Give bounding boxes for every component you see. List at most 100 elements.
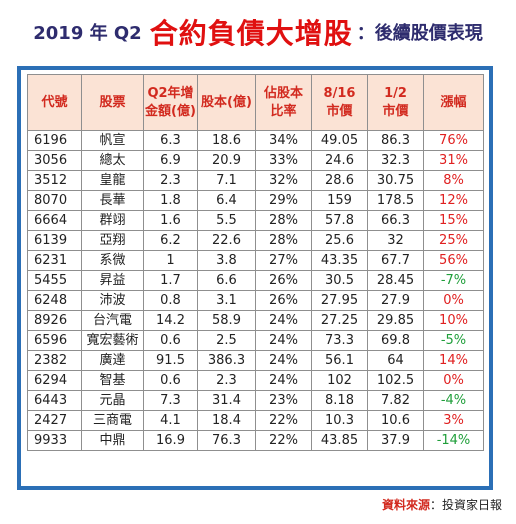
cell-col-code: 2427 xyxy=(27,410,82,431)
cell-col-change: 25% xyxy=(423,230,484,251)
cell-col-stock: 昇益 xyxy=(81,270,144,291)
cell-col-price-0102: 64 xyxy=(367,350,424,371)
cell-col-capital: 31.4 xyxy=(197,390,256,411)
cell-col-q2-increase: 16.9 xyxy=(143,430,198,451)
cell-col-change: 15% xyxy=(423,210,484,231)
table-row: 6139 亞翔 6.2 22.6 28% 25.6 32 25% xyxy=(27,230,484,251)
cell-col-price-0102: 28.45 xyxy=(367,270,424,291)
cell-col-code: 6196 xyxy=(27,130,82,151)
cell-col-capital: 20.9 xyxy=(197,150,256,171)
cell-col-capital: 58.9 xyxy=(197,310,256,331)
cell-col-ratio: 22% xyxy=(255,410,312,431)
cell-col-price-0816: 43.85 xyxy=(311,430,368,451)
header-col-price-0102: 1/2 市價 xyxy=(367,74,424,131)
title-prefix: 2019 年 Q2 xyxy=(33,23,142,44)
cell-col-change: -4% xyxy=(423,390,484,411)
cell-col-price-0816: 10.3 xyxy=(311,410,368,431)
cell-col-price-0816: 30.5 xyxy=(311,270,368,291)
cell-col-code: 8926 xyxy=(27,310,82,331)
page-title: 2019 年 Q2 合約負債大增股 ：後續股價表現 xyxy=(0,6,516,58)
cell-col-ratio: 27% xyxy=(255,250,312,271)
cell-col-code: 6248 xyxy=(27,290,82,311)
cell-col-code: 2382 xyxy=(27,350,82,371)
cell-col-stock: 中鼎 xyxy=(81,430,144,451)
table-row: 6596 寬宏藝術 0.6 2.5 24% 73.3 69.8 -5% xyxy=(27,330,484,351)
cell-col-q2-increase: 4.1 xyxy=(143,410,198,431)
cell-col-code: 6664 xyxy=(27,210,82,231)
table-row: 9933 中鼎 16.9 76.3 22% 43.85 37.9 -14% xyxy=(27,430,484,451)
cell-col-code: 6596 xyxy=(27,330,82,351)
source-value: ：投資家日報 xyxy=(429,498,502,512)
cell-col-price-0102: 178.5 xyxy=(367,190,424,211)
header-col-code: 代號 xyxy=(27,74,82,131)
cell-col-stock: 智基 xyxy=(81,370,144,391)
cell-col-ratio: 24% xyxy=(255,350,312,371)
header-col-change: 漲幅 xyxy=(423,74,484,131)
cell-col-capital: 2.3 xyxy=(197,370,256,391)
cell-col-capital: 3.1 xyxy=(197,290,256,311)
cell-col-price-0816: 28.6 xyxy=(311,170,368,191)
cell-col-q2-increase: 14.2 xyxy=(143,310,198,331)
cell-col-price-0102: 27.9 xyxy=(367,290,424,311)
cell-col-change: 76% xyxy=(423,130,484,151)
cell-col-stock: 長華 xyxy=(81,190,144,211)
cell-col-code: 6443 xyxy=(27,390,82,411)
cell-col-stock: 亞翔 xyxy=(81,230,144,251)
cell-col-capital: 18.4 xyxy=(197,410,256,431)
cell-col-ratio: 26% xyxy=(255,290,312,311)
header-col-capital: 股本(億) xyxy=(197,74,256,131)
cell-col-price-0102: 10.6 xyxy=(367,410,424,431)
cell-col-q2-increase: 6.2 xyxy=(143,230,198,251)
cell-col-capital: 5.5 xyxy=(197,210,256,231)
cell-col-q2-increase: 2.3 xyxy=(143,170,198,191)
table-row: 6248 沛波 0.8 3.1 26% 27.95 27.9 0% xyxy=(27,290,484,311)
cell-col-capital: 76.3 xyxy=(197,430,256,451)
cell-col-price-0102: 86.3 xyxy=(367,130,424,151)
cell-col-code: 5455 xyxy=(27,270,82,291)
cell-col-change: 8% xyxy=(423,170,484,191)
cell-col-q2-increase: 0.6 xyxy=(143,330,198,351)
cell-col-price-0102: 7.82 xyxy=(367,390,424,411)
cell-col-price-0816: 73.3 xyxy=(311,330,368,351)
cell-col-price-0816: 27.95 xyxy=(311,290,368,311)
cell-col-price-0816: 25.6 xyxy=(311,230,368,251)
cell-col-price-0816: 24.6 xyxy=(311,150,368,171)
cell-col-capital: 7.1 xyxy=(197,170,256,191)
cell-col-capital: 6.4 xyxy=(197,190,256,211)
table-row: 3512 皇龍 2.3 7.1 32% 28.6 30.75 8% xyxy=(27,170,484,191)
cell-col-ratio: 34% xyxy=(255,130,312,151)
cell-col-stock: 群翊 xyxy=(81,210,144,231)
table-header-row: 代號 股票 Q2年增 金額(億) 股本(億) 佔股本 比率 8/16 市價 1/2 市價 漲幅 xyxy=(27,74,484,131)
cell-col-code: 9933 xyxy=(27,430,82,451)
cell-col-capital: 2.5 xyxy=(197,330,256,351)
cell-col-q2-increase: 1.6 xyxy=(143,210,198,231)
stock-table: 代號 股票 Q2年增 金額(億) 股本(億) 佔股本 比率 8/16 市價 1/2 市價 漲幅 619… xyxy=(27,74,484,451)
cell-col-ratio: 24% xyxy=(255,330,312,351)
table-row: 2382 廣達 91.5 386.3 24% 56.1 64 14% xyxy=(27,350,484,371)
cell-col-price-0102: 102.5 xyxy=(367,370,424,391)
table-row: 2427 三商電 4.1 18.4 22% 10.3 10.6 3% xyxy=(27,410,484,431)
cell-col-code: 6231 xyxy=(27,250,82,271)
table-row: 6664 群翊 1.6 5.5 28% 57.8 66.3 15% xyxy=(27,210,484,231)
cell-col-q2-increase: 6.3 xyxy=(143,130,198,151)
table-row: 6196 帆宣 6.3 18.6 34% 49.05 86.3 76% xyxy=(27,130,484,151)
cell-col-ratio: 33% xyxy=(255,150,312,171)
cell-col-change: 56% xyxy=(423,250,484,271)
cell-col-price-0816: 159 xyxy=(311,190,368,211)
cell-col-q2-increase: 91.5 xyxy=(143,350,198,371)
cell-col-price-0816: 57.8 xyxy=(311,210,368,231)
cell-col-ratio: 24% xyxy=(255,310,312,331)
cell-col-q2-increase: 0.8 xyxy=(143,290,198,311)
cell-col-stock: 寬宏藝術 xyxy=(81,330,144,351)
cell-col-price-0816: 43.35 xyxy=(311,250,368,271)
table-row: 8070 長華 1.8 6.4 29% 159 178.5 12% xyxy=(27,190,484,211)
cell-col-price-0102: 30.75 xyxy=(367,170,424,191)
cell-col-code: 3512 xyxy=(27,170,82,191)
cell-col-q2-increase: 0.6 xyxy=(143,370,198,391)
source-note: 資料來源：投資家日報 xyxy=(382,496,502,513)
cell-col-q2-increase: 6.9 xyxy=(143,150,198,171)
cell-col-stock: 總太 xyxy=(81,150,144,171)
table-row: 8926 台汽電 14.2 58.9 24% 27.25 29.85 10% xyxy=(27,310,484,331)
table-body: 6196 帆宣 6.3 18.6 34% 49.05 86.3 76% 3056 總太 6.9 20.… xyxy=(27,130,484,451)
cell-col-ratio: 28% xyxy=(255,210,312,231)
